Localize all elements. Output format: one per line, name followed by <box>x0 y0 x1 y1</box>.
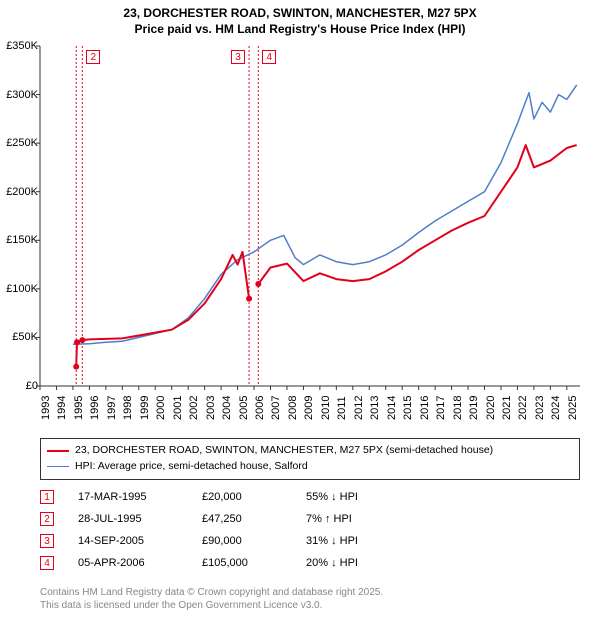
event-marker: 4 <box>40 556 54 570</box>
attribution: Contains HM Land Registry data © Crown c… <box>40 586 580 612</box>
title-line-2: Price paid vs. HM Land Registry's House … <box>0 22 600 38</box>
x-tick-label: 2009 <box>303 396 315 420</box>
event-pct: 7% ↑ HPI <box>306 513 406 525</box>
event-row: 3 14-SEP-2005 £90,000 31% ↓ HPI <box>40 530 580 552</box>
x-tick-label: 2000 <box>155 396 167 420</box>
event-row: 2 28-JUL-1995 £47,250 7% ↑ HPI <box>40 508 580 530</box>
event-marker-on-plot: 2 <box>86 50 100 64</box>
x-tick-label: 1993 <box>40 396 52 420</box>
event-price: £47,250 <box>202 513 282 525</box>
x-tick-label: 1997 <box>106 396 118 420</box>
event-price: £105,000 <box>202 557 282 569</box>
x-tick-label: 2014 <box>386 396 398 420</box>
event-date: 17-MAR-1995 <box>78 491 178 503</box>
events-table: 1 17-MAR-1995 £20,000 55% ↓ HPI 2 28-JUL-1995… <box>40 486 580 574</box>
title-line-1: 23, DORCHESTER ROAD, SWINTON, MANCHESTER… <box>0 6 600 22</box>
x-tick-label: 1996 <box>89 396 101 420</box>
y-tick-label: £350K <box>6 40 38 52</box>
event-marker-on-plot: 3 <box>231 50 245 64</box>
x-axis-ticks: 1993 1994 1995 1996 1997 1998 1999 2000 2001 2002… <box>40 388 580 428</box>
y-tick-label: £200K <box>6 186 38 198</box>
event-row: 1 17-MAR-1995 £20,000 55% ↓ HPI <box>40 486 580 508</box>
x-tick-label: 1994 <box>56 396 68 420</box>
attribution-line-2: This data is licensed under the Open Gov… <box>40 599 580 612</box>
x-tick-label: 2019 <box>468 396 480 420</box>
event-marker: 3 <box>40 534 54 548</box>
event-marker: 1 <box>40 490 54 504</box>
legend: 23, DORCHESTER ROAD, SWINTON, MANCHESTER… <box>40 438 580 480</box>
y-tick-label: £100K <box>6 283 38 295</box>
x-tick-label: 2018 <box>452 396 464 420</box>
x-tick-label: 2008 <box>287 396 299 420</box>
x-tick-label: 1995 <box>73 396 85 420</box>
event-price: £20,000 <box>202 491 282 503</box>
x-tick-label: 2020 <box>485 396 497 420</box>
chart-title: 23, DORCHESTER ROAD, SWINTON, MANCHESTER… <box>0 0 600 37</box>
event-row: 4 05-APR-2006 £105,000 20% ↓ HPI <box>40 552 580 574</box>
chart-plot-area: 2 3 4 <box>40 46 580 386</box>
y-axis-ticks: £0£50K£100K£150K£200K£250K£300K£350K <box>0 46 38 386</box>
event-marker-on-plot: 4 <box>262 50 276 64</box>
x-tick-label: 2013 <box>369 396 381 420</box>
x-tick-label: 1998 <box>122 396 134 420</box>
x-tick-label: 2016 <box>419 396 431 420</box>
event-date: 05-APR-2006 <box>78 557 178 569</box>
x-tick-label: 2012 <box>353 396 365 420</box>
x-tick-label: 2021 <box>501 396 513 420</box>
y-tick-label: £50K <box>12 331 38 343</box>
legend-label: HPI: Average price, semi-detached house,… <box>75 459 308 475</box>
attribution-line-1: Contains HM Land Registry data © Crown c… <box>40 586 580 599</box>
event-pct: 20% ↓ HPI <box>306 557 406 569</box>
event-date: 28-JUL-1995 <box>78 513 178 525</box>
x-tick-label: 2025 <box>567 396 579 420</box>
x-tick-label: 1999 <box>139 396 151 420</box>
x-tick-label: 2017 <box>435 396 447 420</box>
y-tick-label: £300K <box>6 89 38 101</box>
event-marker: 2 <box>40 512 54 526</box>
x-tick-label: 2022 <box>517 396 529 420</box>
y-tick-label: £250K <box>6 137 38 149</box>
event-pct: 55% ↓ HPI <box>306 491 406 503</box>
legend-label: 23, DORCHESTER ROAD, SWINTON, MANCHESTER… <box>75 443 493 459</box>
x-tick-label: 2011 <box>336 396 348 420</box>
legend-item: HPI: Average price, semi-detached house,… <box>47 459 573 475</box>
x-tick-label: 2007 <box>270 396 282 420</box>
y-tick-label: £150K <box>6 234 38 246</box>
legend-item: 23, DORCHESTER ROAD, SWINTON, MANCHESTER… <box>47 443 573 459</box>
legend-swatch <box>47 466 69 467</box>
legend-swatch <box>47 450 69 452</box>
x-tick-label: 2001 <box>172 396 184 420</box>
x-tick-label: 2004 <box>221 396 233 420</box>
event-date: 14-SEP-2005 <box>78 535 178 547</box>
x-tick-label: 2015 <box>402 396 414 420</box>
x-tick-label: 2010 <box>320 396 332 420</box>
chart-svg <box>40 46 580 386</box>
x-tick-label: 2006 <box>254 396 266 420</box>
x-tick-label: 2024 <box>550 396 562 420</box>
x-tick-label: 2023 <box>534 396 546 420</box>
x-tick-label: 2005 <box>238 396 250 420</box>
x-tick-label: 2003 <box>205 396 217 420</box>
x-tick-label: 2002 <box>188 396 200 420</box>
event-price: £90,000 <box>202 535 282 547</box>
event-pct: 31% ↓ HPI <box>306 535 406 547</box>
